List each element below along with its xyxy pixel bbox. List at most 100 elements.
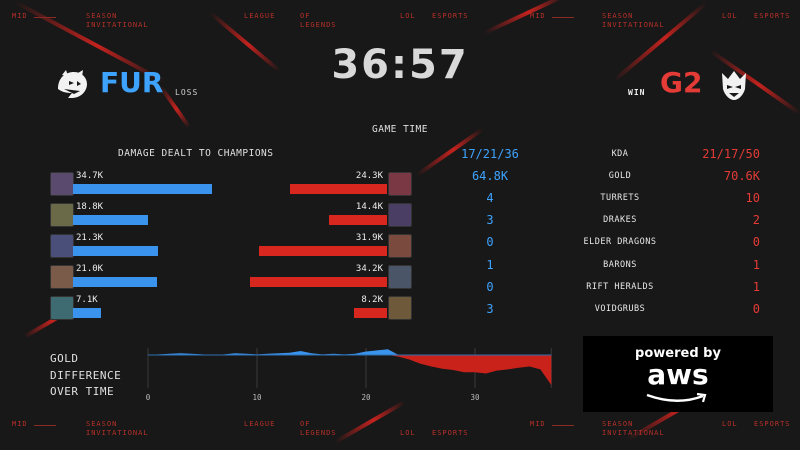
left-damage-value: 7.1K <box>76 295 98 305</box>
stat-right-value: 1 <box>752 257 760 272</box>
damage-row: 18.8K 14.4K <box>0 202 800 229</box>
band-mid: MID <box>12 12 28 20</box>
stat-left-value: 0 <box>486 279 494 294</box>
stat-label: RIFT HERALDS <box>586 281 654 292</box>
stat-right-value: 1 <box>752 279 760 294</box>
damage-row: 7.1K 8.2K <box>0 295 800 322</box>
band-season: SEASON <box>602 420 634 428</box>
band-invitational: INVITATIONAL <box>602 21 665 29</box>
band-of: OF <box>300 12 311 20</box>
aws-smile-icon <box>646 392 707 403</box>
band-esports: ESPORTS <box>432 429 469 437</box>
game-time-label: GAME TIME <box>372 124 428 135</box>
left-damage-value: 21.3K <box>76 233 104 243</box>
champion-portrait-icon <box>388 265 412 289</box>
gold-diff-label: GOLD DIFFERENCE OVER TIME <box>50 351 121 401</box>
champion-portrait-icon <box>50 203 74 227</box>
right-damage-value: 8.2K <box>361 295 383 305</box>
band-league: LEAGUE <box>244 420 276 428</box>
gold-diff-label-line3: OVER TIME <box>50 385 115 398</box>
champion-portrait-icon <box>388 296 412 320</box>
band-season: SEASON <box>86 12 118 20</box>
band-invitational: INVITATIONAL <box>602 429 665 437</box>
champion-portrait-icon <box>388 203 412 227</box>
band-season: SEASON <box>602 12 634 20</box>
band-divider <box>34 425 56 426</box>
right-team-abbr: G2 <box>660 66 703 99</box>
left-damage-value: 18.8K <box>76 202 104 212</box>
left-damage-value: 21.0K <box>76 264 104 274</box>
stat-label: TURRETS <box>600 193 640 204</box>
right-damage-value: 34.2K <box>355 264 383 274</box>
left-damage-bar <box>73 184 212 194</box>
left-team-abbr: FUR <box>100 66 164 99</box>
left-damage-bar <box>73 215 149 225</box>
right-damage-bar <box>250 277 387 287</box>
stat-label: KDA <box>611 149 629 159</box>
stat-right-value: 21/17/50 <box>702 147 760 161</box>
damage-row: 21.0K 34.2K <box>0 264 800 291</box>
right-damage-value: 14.4K <box>355 202 383 212</box>
band-divider <box>552 17 574 18</box>
aws-logo-text: aws <box>647 358 709 391</box>
damage-row: 34.7K 24.3K <box>0 171 800 198</box>
champion-portrait-icon <box>50 172 74 196</box>
gold-diff-label-line2: DIFFERENCE <box>50 368 122 382</box>
stat-label: DRAKES <box>603 215 637 226</box>
gold-chart-tick-label: 0 <box>146 393 151 402</box>
band-mid: MID <box>530 420 546 428</box>
left-damage-bar <box>73 277 157 287</box>
stat-left-value: 0 <box>486 235 494 250</box>
stat-right-value: 0 <box>752 235 760 250</box>
stat-label: VOIDGRUBS <box>594 303 646 314</box>
band-divider <box>552 425 574 426</box>
bottom-band: MID SEASON INVITATIONAL LEAGUE OF LEGEND… <box>0 420 800 442</box>
band-esports: ESPORTS <box>754 12 791 20</box>
band-legends: LEGENDS <box>300 429 337 437</box>
stat-label: GOLD <box>608 171 632 182</box>
stat-right-value: 0 <box>752 301 760 316</box>
left-damage-bar <box>73 246 159 256</box>
right-team-result: WIN <box>628 88 646 97</box>
band-invitational: INVITATIONAL <box>86 21 149 29</box>
gold-diff-chart: 0 10 20 30 <box>146 348 552 402</box>
band-of: OF <box>300 420 311 428</box>
band-league: LEAGUE <box>244 12 276 20</box>
gold-chart-tick-label: 10 <box>252 393 262 402</box>
game-timer: 36:57 <box>331 42 469 88</box>
g2-samurai-logo-icon <box>722 71 746 100</box>
band-esports: ESPORTS <box>754 420 791 428</box>
champion-portrait-icon <box>50 296 74 320</box>
left-damage-bar <box>73 308 102 318</box>
band-lol: LOL <box>400 429 416 437</box>
damage-row: 21.3K 31.9K <box>0 233 800 260</box>
right-damage-value: 24.3K <box>355 171 383 181</box>
band-esports: ESPORTS <box>432 12 469 20</box>
stat-left-value: 64.8K <box>471 169 509 184</box>
gold-lead-g2-area <box>148 355 552 385</box>
stat-right-value: 70.6K <box>723 169 760 184</box>
champion-portrait-icon <box>50 234 74 258</box>
powered-by-text: powered by <box>635 346 721 361</box>
aws-sponsor-box: powered by aws <box>583 336 773 412</box>
band-lol: LOL <box>400 12 416 20</box>
right-damage-bar <box>289 184 387 194</box>
top-band: MID SEASON INVITATIONAL LEAGUE OF LEGEND… <box>0 12 800 34</box>
champion-portrait-icon <box>50 265 74 289</box>
band-legends: LEGENDS <box>300 21 337 29</box>
right-damage-value: 31.9K <box>355 233 383 243</box>
gold-chart-tick-label: 20 <box>361 393 371 402</box>
band-mid: MID <box>12 420 28 428</box>
stat-left-value: 3 <box>486 301 494 316</box>
stat-label: ELDER DRAGONS <box>583 237 657 248</box>
gold-chart-tick-label: 30 <box>470 393 480 402</box>
stat-left-value: 3 <box>486 213 494 228</box>
stat-left-value: 4 <box>486 191 494 206</box>
stat-right-value: 2 <box>752 213 760 228</box>
panther-logo-icon <box>58 70 87 98</box>
left-team-result: LOSS <box>175 88 199 97</box>
band-season: SEASON <box>86 420 118 428</box>
right-damage-bar <box>259 246 387 256</box>
band-divider <box>34 17 56 18</box>
